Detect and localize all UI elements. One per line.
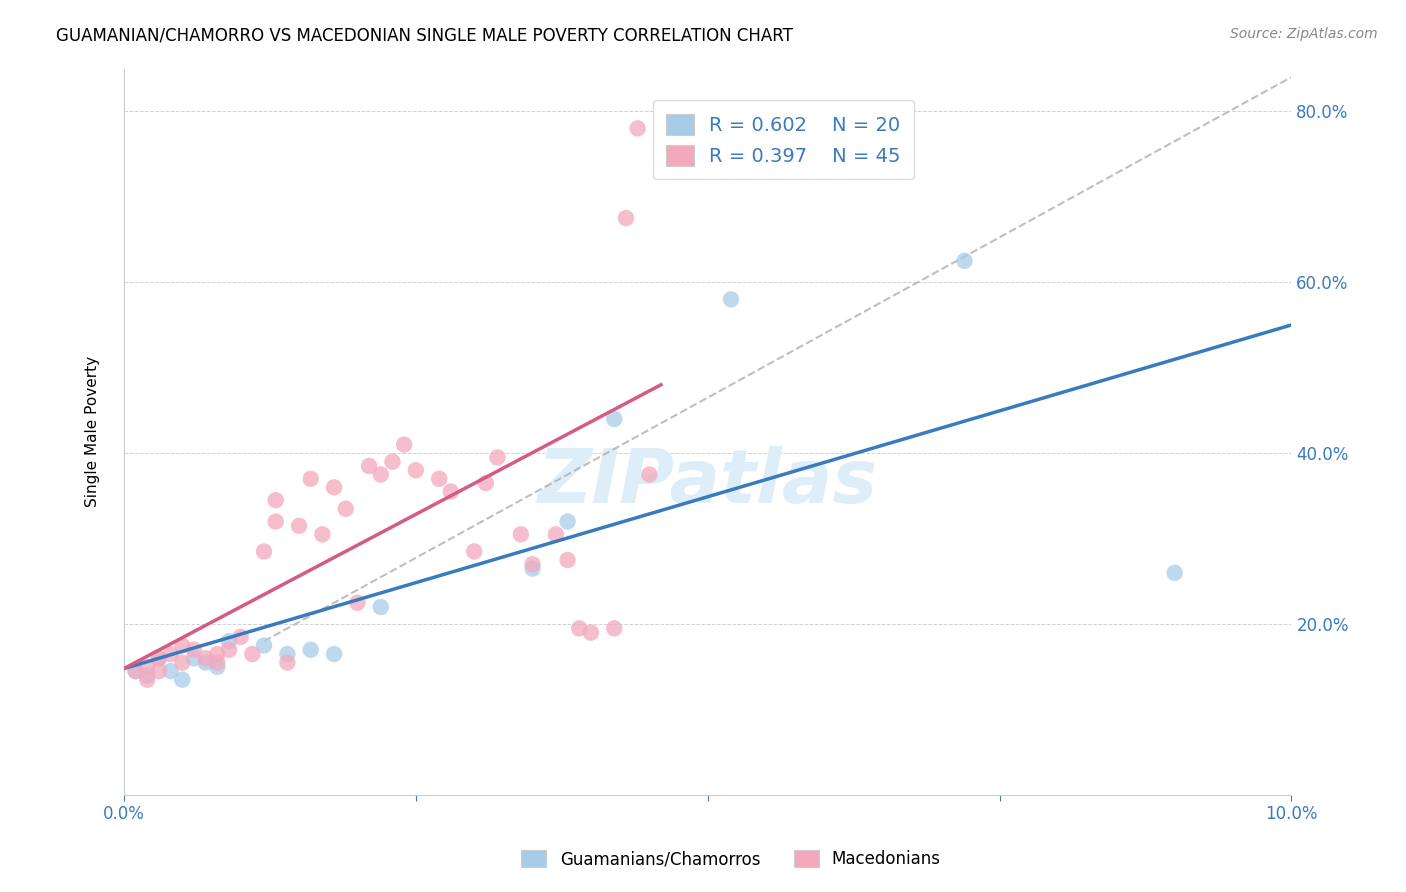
Point: [568, 621, 591, 635]
Point: [124, 664, 146, 678]
Point: [579, 625, 602, 640]
Point: [194, 656, 217, 670]
Point: [463, 544, 485, 558]
Point: [207, 647, 229, 661]
Point: [136, 673, 159, 687]
Point: [370, 600, 392, 615]
Point: [218, 634, 240, 648]
Point: [194, 651, 217, 665]
Text: GUAMANIAN/CHAMORRO VS MACEDONIAN SINGLE MALE POVERTY CORRELATION CHART: GUAMANIAN/CHAMORRO VS MACEDONIAN SINGLE …: [56, 27, 793, 45]
Point: [172, 656, 194, 670]
Point: [183, 651, 205, 665]
Point: [638, 467, 661, 482]
Point: [276, 656, 298, 670]
Point: [475, 476, 498, 491]
Point: [276, 647, 298, 661]
Point: [207, 656, 229, 670]
Point: [253, 639, 276, 653]
Point: [720, 293, 742, 307]
Point: [148, 664, 170, 678]
Point: [299, 472, 322, 486]
Point: [299, 642, 322, 657]
Point: [229, 630, 252, 644]
Point: [522, 558, 544, 572]
Point: [159, 664, 181, 678]
Point: [544, 527, 567, 541]
Point: [323, 480, 346, 494]
Text: Source: ZipAtlas.com: Source: ZipAtlas.com: [1230, 27, 1378, 41]
Legend: Guamanians/Chamorros, Macedonians: Guamanians/Chamorros, Macedonians: [515, 843, 948, 875]
Point: [953, 253, 976, 268]
Point: [207, 660, 229, 674]
Point: [522, 561, 544, 575]
Point: [183, 642, 205, 657]
Point: [253, 544, 276, 558]
Point: [405, 463, 427, 477]
Point: [614, 211, 637, 226]
Point: [392, 437, 415, 451]
Point: [218, 642, 240, 657]
Point: [311, 527, 333, 541]
Point: [603, 621, 626, 635]
Point: [370, 467, 392, 482]
Text: ZIPatlas: ZIPatlas: [537, 446, 877, 519]
Point: [335, 501, 357, 516]
Point: [172, 673, 194, 687]
Point: [148, 651, 170, 665]
Legend: R = 0.602    N = 20, R = 0.397    N = 45: R = 0.602 N = 20, R = 0.397 N = 45: [652, 100, 914, 179]
Point: [627, 121, 650, 136]
Point: [557, 553, 579, 567]
Point: [172, 639, 194, 653]
Point: [509, 527, 531, 541]
Point: [136, 668, 159, 682]
Point: [136, 660, 159, 674]
Point: [264, 515, 287, 529]
Point: [427, 472, 450, 486]
Point: [381, 455, 404, 469]
Point: [440, 484, 463, 499]
Point: [148, 651, 170, 665]
Point: [557, 515, 579, 529]
Point: [288, 518, 311, 533]
Point: [486, 450, 509, 465]
Point: [264, 493, 287, 508]
Point: [603, 412, 626, 426]
Point: [240, 647, 263, 661]
Point: [359, 458, 381, 473]
Point: [124, 664, 146, 678]
Y-axis label: Single Male Poverty: Single Male Poverty: [86, 356, 100, 508]
Point: [1163, 566, 1185, 580]
Point: [323, 647, 346, 661]
Point: [159, 647, 181, 661]
Point: [346, 596, 368, 610]
